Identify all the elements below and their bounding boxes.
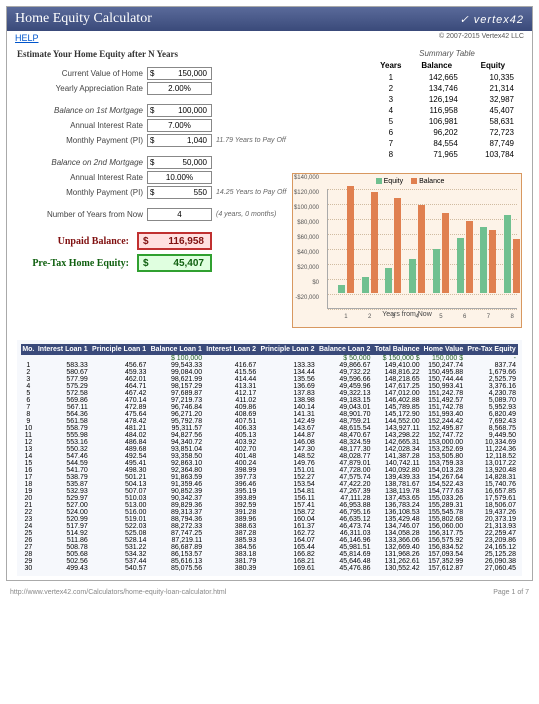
- summary-table: Summary Table YearsBalanceEquity1142,665…: [372, 49, 522, 161]
- unpaid-value: $116,958: [137, 232, 212, 250]
- m2-payment-label: Monthly Payment (PI): [17, 188, 147, 197]
- help-link[interactable]: HELP: [7, 31, 47, 45]
- equity-value: $45,407: [137, 254, 212, 272]
- m2-balance-label: Balance on 2nd Mortgage: [17, 158, 147, 167]
- years-label: Number of Years from Now: [17, 210, 147, 219]
- titlebar: Home Equity Calculator ✓ vertex42: [7, 7, 532, 31]
- m1-rate-label: Annual Interest Rate: [17, 121, 147, 130]
- unpaid-label: Unpaid Balance:: [17, 236, 137, 247]
- current-value-label: Current Value of Home: [17, 69, 147, 78]
- years-note: (4 years, 0 months): [216, 211, 276, 218]
- m2-note: 14.25 Years to Pay Off: [216, 189, 286, 196]
- summary-title: Summary Table: [372, 49, 522, 58]
- m1-balance-label: Balance on 1st Mortgage: [17, 106, 147, 115]
- m1-rate-input[interactable]: 7.00%: [147, 119, 212, 132]
- logo: ✓ vertex42: [460, 13, 524, 26]
- appreciation-label: Yearly Appreciation Rate: [17, 84, 147, 93]
- footer-url: http://www.vertex42.com/Calculators/home…: [10, 589, 226, 596]
- m2-payment-input[interactable]: $550: [147, 186, 212, 199]
- m2-balance-input[interactable]: $50,000: [147, 156, 212, 169]
- m1-note: 11.79 Years to Pay Off: [216, 137, 286, 144]
- years-input[interactable]: 4: [147, 208, 212, 221]
- page-title: Home Equity Calculator: [15, 11, 152, 27]
- footer-page: Page 1 of 7: [493, 589, 529, 596]
- m2-rate-input[interactable]: 10.00%: [147, 171, 212, 184]
- m1-payment-label: Monthly Payment (PI): [17, 136, 147, 145]
- appreciation-input[interactable]: 2.00%: [147, 82, 212, 95]
- amortization-table: Mo.Interest Loan 1Principle Loan 1Balanc…: [17, 340, 522, 576]
- current-value-input[interactable]: $150,000: [147, 67, 212, 80]
- m2-rate-label: Annual Interest Rate: [17, 173, 147, 182]
- equity-chart: Equity Balance $140,000$120,000$100,000$…: [292, 173, 522, 328]
- m1-balance-input[interactable]: $100,000: [147, 104, 212, 117]
- equity-label: Pre-Tax Home Equity:: [17, 258, 137, 269]
- copyright: © 2007-2015 Vertex42 LLC: [431, 31, 532, 42]
- m1-payment-input[interactable]: $1,040: [147, 134, 212, 147]
